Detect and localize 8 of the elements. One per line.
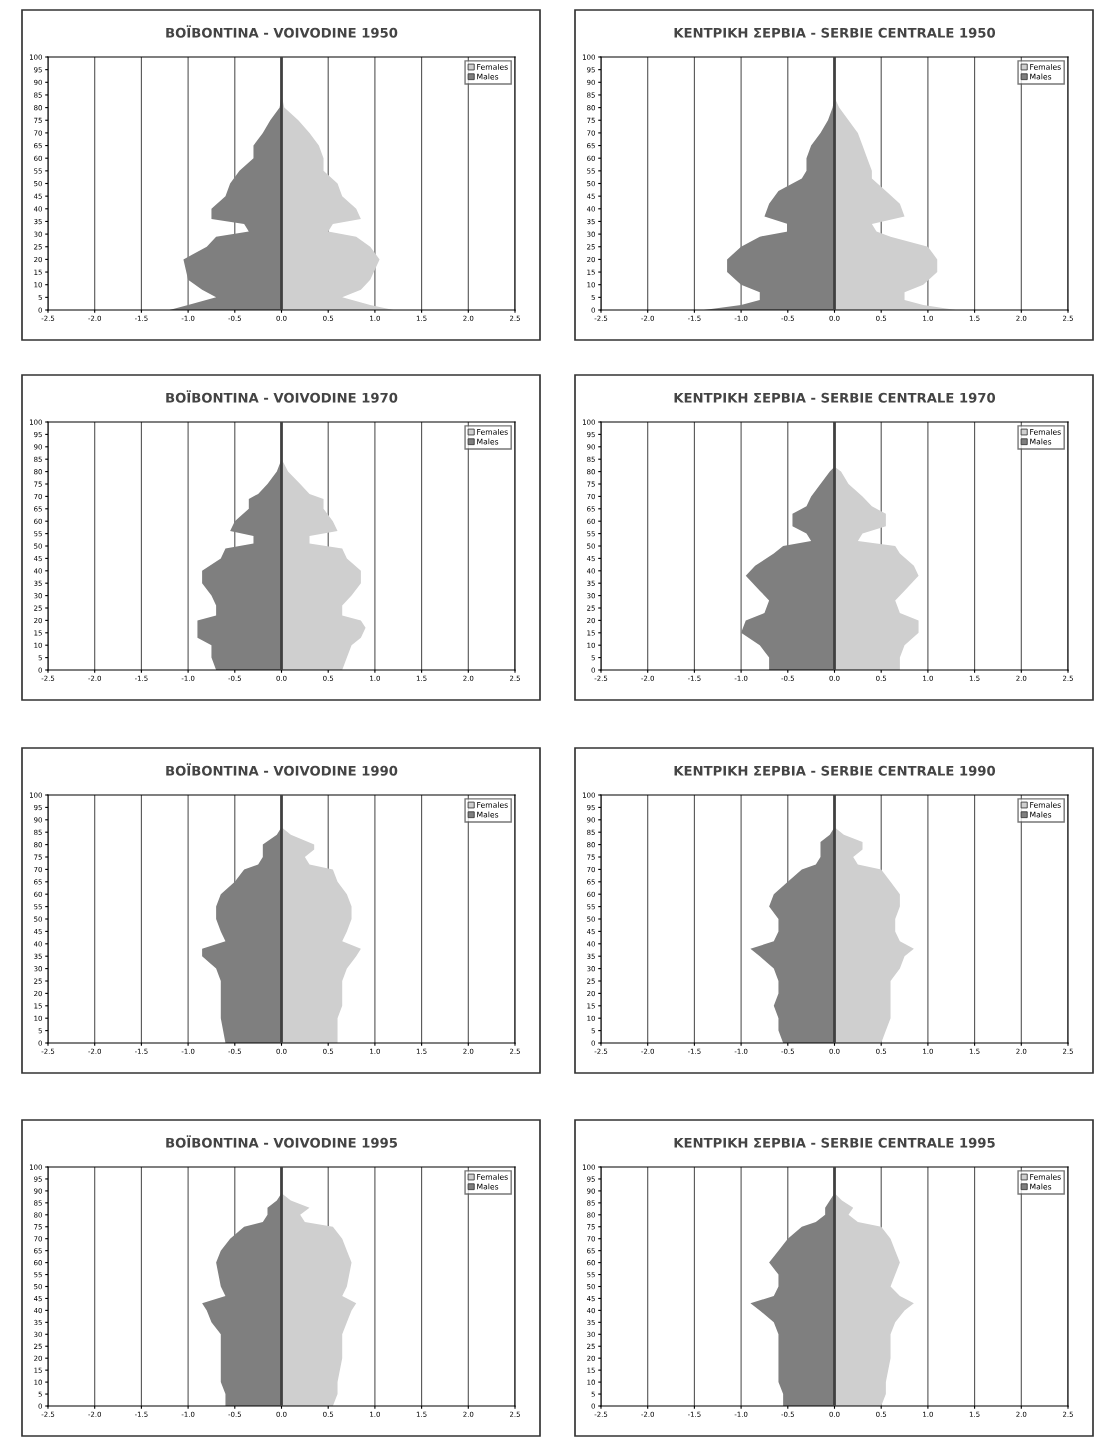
- chart-title: ΚΕΝΤΡΙΚΗ ΣΕΡΒΙΑ - SERBIE CENTRALE 1990: [674, 765, 996, 776]
- chart-title: ΚΕΝΤΡΙΚΗ ΣΕΡΒΙΑ - SERBIE CENTRALE 1995: [674, 1137, 995, 1148]
- chart-title: BOÏBONTINA - VOIVODINE 1990: [166, 763, 398, 776]
- chart-title: ΚΕΝΤΡΙΚΗ ΣΕΡΒΙΑ - SERBIE CENTRALE 1970: [674, 392, 996, 403]
- chart-title: ΚΕΝΤΡΙΚΗ ΣΕΡΒΙΑ - SERBIE CENTRALE 1950: [674, 27, 996, 38]
- chart-title: BOÏBONTINA - VOIVODINE 1950: [166, 25, 398, 38]
- chart-title: BOÏBONTINA - VOIVODINE 1995: [166, 1135, 398, 1148]
- chart-title: BOÏBONTINA - VOIVODINE 1970: [166, 390, 398, 403]
